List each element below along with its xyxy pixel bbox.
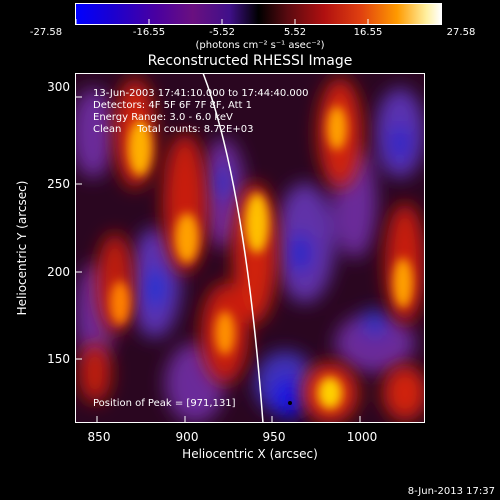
overlay-detectors: Detectors: 4F 5F 6F 7F 8F, Att 1	[93, 100, 253, 111]
x-tick-label: 850	[87, 430, 111, 444]
colorbar-tick-label: 5.52	[283, 27, 307, 38]
overlay-clean-counts: Clean Total counts: 8.72E+03	[93, 124, 254, 135]
colorbar	[75, 3, 442, 25]
solar-limb	[202, 73, 264, 423]
x-tick-label: 950	[262, 430, 286, 444]
colorbar-ticks	[75, 19, 441, 24]
y-tick-label: 250	[47, 177, 70, 191]
y-tick-label: 300	[47, 80, 70, 94]
overlay-energy-range: Energy Range: 3.0 - 6.0 keV	[93, 112, 233, 123]
y-tick-label: 200	[47, 265, 70, 279]
y-axis-label: Heliocentric Y (arcsec)	[15, 180, 29, 316]
colorbar-tick-label: 16.55	[353, 27, 383, 38]
y-tick-label: 150	[47, 352, 70, 366]
colorbar-tick-label: 27.58	[446, 27, 476, 38]
plot-title: Reconstructed RHESSI Image	[147, 53, 353, 69]
image-panel	[75, 73, 425, 423]
overlay-time-range: 13-Jun-2003 17:41:10.000 to 17:44:40.000	[93, 88, 309, 99]
x-axis-label: Heliocentric X (arcsec)	[182, 447, 318, 461]
colorbar-tick-label: -27.58	[29, 27, 63, 38]
x-tick-label: 1000	[346, 430, 378, 444]
x-tick-label: 900	[175, 430, 199, 444]
footer-date: 8-Jun-2013 17:37	[407, 486, 495, 497]
overlay-peak-position: Position of Peak = [971,131]	[93, 398, 236, 409]
colorbar-tick-label: -5.52	[209, 27, 235, 38]
colorbar-unit-label: (photons cm⁻² s⁻¹ asec⁻²)	[195, 40, 325, 51]
colorbar-tick-label: -16.55	[132, 27, 166, 38]
